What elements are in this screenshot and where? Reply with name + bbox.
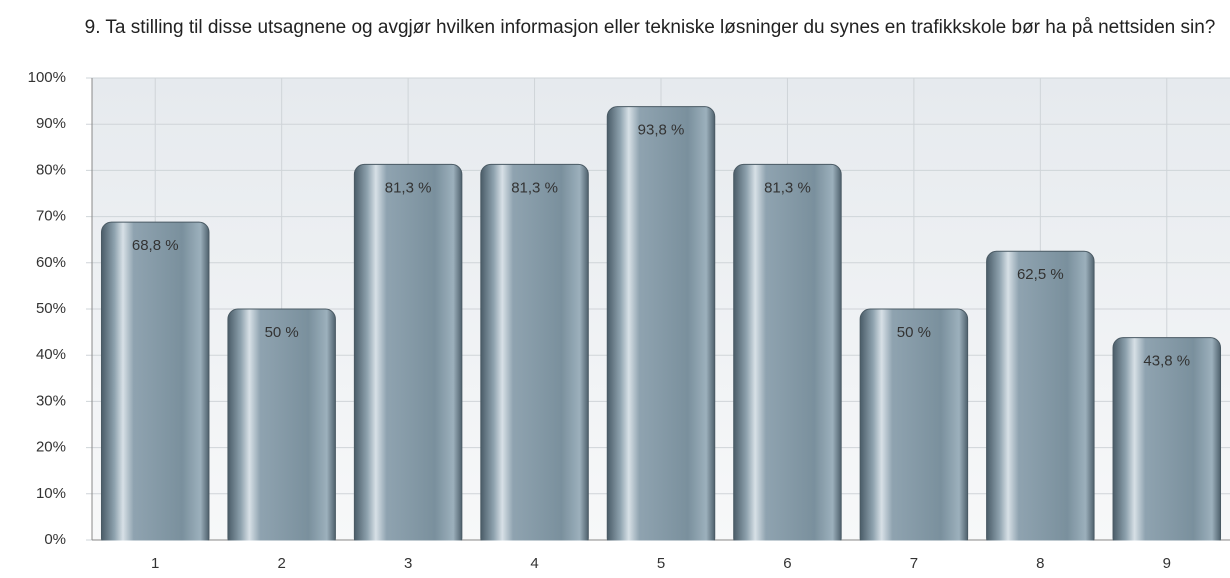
bottom-mask bbox=[93, 540, 1230, 551]
y-tick-label: 100% bbox=[28, 69, 66, 86]
bar bbox=[100, 221, 210, 549]
y-tick-label: 50% bbox=[36, 300, 66, 317]
value-label: 50 % bbox=[265, 324, 299, 341]
y-tick-label: 70% bbox=[36, 208, 66, 225]
y-tick-label: 20% bbox=[36, 439, 66, 456]
x-tick-label: 1 bbox=[151, 555, 159, 572]
x-tick-label: 6 bbox=[783, 555, 791, 572]
y-tick-label: 60% bbox=[36, 254, 66, 271]
y-tick-label: 40% bbox=[36, 346, 66, 363]
value-label: 68,8 % bbox=[132, 237, 179, 254]
x-tick-label: 9 bbox=[1163, 555, 1171, 572]
bar bbox=[733, 163, 842, 549]
x-tick-label: 3 bbox=[404, 555, 412, 572]
x-tick-label: 2 bbox=[277, 555, 285, 572]
chart-title: 9. Ta stilling til disse utsagnene og av… bbox=[84, 17, 1216, 38]
x-tick-label: 5 bbox=[657, 555, 665, 572]
bar bbox=[859, 308, 969, 549]
x-tick-label: 7 bbox=[910, 555, 918, 572]
value-label: 81,3 % bbox=[764, 179, 811, 196]
y-tick-label: 80% bbox=[36, 161, 66, 178]
bar bbox=[480, 163, 589, 549]
value-label: 81,3 % bbox=[511, 179, 558, 196]
value-label: 81,3 % bbox=[385, 179, 432, 196]
y-tick-label: 10% bbox=[36, 485, 66, 502]
bar bbox=[986, 250, 1095, 549]
bar bbox=[353, 163, 463, 549]
bar bbox=[606, 106, 716, 549]
value-label: 62,5 % bbox=[1017, 266, 1064, 283]
bar bbox=[227, 308, 336, 549]
x-tick-label: 8 bbox=[1036, 555, 1044, 572]
y-tick-label: 30% bbox=[36, 392, 66, 409]
x-tick-label: 4 bbox=[530, 555, 538, 572]
y-tick-label: 0% bbox=[44, 531, 66, 548]
y-tick-label: 90% bbox=[36, 115, 66, 132]
value-label: 50 % bbox=[897, 324, 931, 341]
value-label: 93,8 % bbox=[638, 122, 685, 139]
value-label: 43,8 % bbox=[1143, 353, 1190, 370]
